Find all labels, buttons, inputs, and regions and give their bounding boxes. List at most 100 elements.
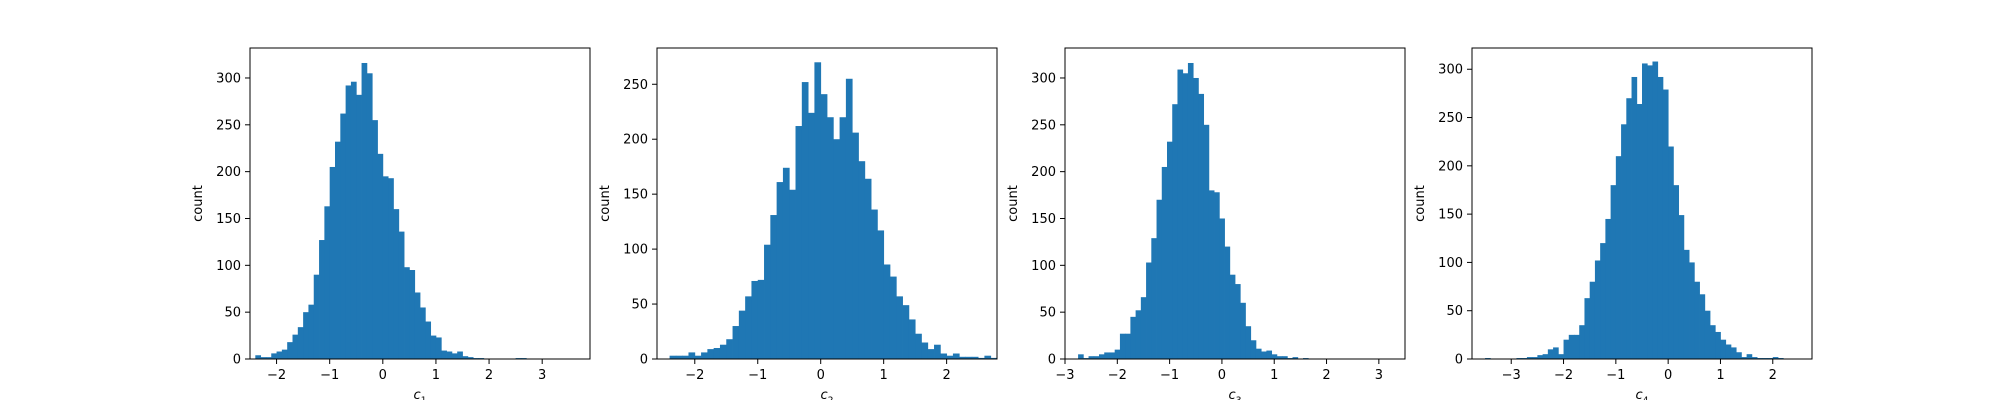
- histogram-bar: [1542, 354, 1549, 359]
- histogram-bar: [1730, 347, 1737, 359]
- histogram-bar: [1261, 351, 1267, 359]
- x-tick-label: 2: [1322, 368, 1330, 383]
- y-tick-label: 300: [1031, 71, 1056, 86]
- x-tick-label: −1: [1160, 368, 1179, 383]
- histogram-bar: [1699, 294, 1706, 359]
- histogram-bar: [1772, 357, 1779, 359]
- y-tick-label: 200: [1031, 165, 1056, 180]
- histogram-bar: [1526, 357, 1533, 359]
- y-axis-label: count: [1006, 185, 1021, 222]
- histogram-bar: [340, 113, 347, 359]
- histogram-bar: [1715, 331, 1721, 359]
- x-tick-label: −2: [1554, 368, 1573, 383]
- histogram-bar: [1584, 298, 1591, 359]
- histogram-bar: [934, 344, 941, 359]
- histogram-bar: [1208, 190, 1215, 359]
- histogram-bar: [1130, 316, 1137, 359]
- histogram-bar: [789, 189, 796, 359]
- histogram-bar: [1574, 334, 1580, 359]
- histogram-bar: [1621, 124, 1627, 359]
- x-tick-label: 0: [1218, 368, 1226, 383]
- histogram-bar: [1657, 76, 1664, 359]
- histogram-bar: [726, 339, 733, 359]
- histogram-bar: [1114, 349, 1121, 359]
- histogram-bar: [467, 357, 474, 359]
- histogram-bar: [1694, 281, 1700, 359]
- histogram-bar: [356, 94, 362, 360]
- histogram-bar: [1093, 356, 1100, 359]
- histogram-bar: [946, 355, 954, 359]
- histogram-bar: [1678, 215, 1685, 359]
- histogram-bar: [770, 215, 778, 359]
- histogram-bar: [1579, 325, 1585, 359]
- y-tick-label: 50: [1446, 304, 1463, 319]
- histogram-bar: [1224, 246, 1231, 359]
- axes-frame: [1064, 47, 1406, 360]
- histogram-bar: [366, 73, 373, 359]
- histogram-bar: [361, 62, 368, 360]
- x-axis-label: c1: [414, 388, 427, 400]
- histogram-bar: [446, 351, 453, 359]
- histogram-bar: [1146, 262, 1152, 359]
- histogram-bar: [281, 349, 288, 359]
- histogram-bar: [1167, 141, 1173, 359]
- histogram-bar: [782, 167, 790, 359]
- histogram-bar: [425, 321, 432, 359]
- x-tick-label: −1: [1606, 368, 1625, 383]
- x-tick-label: 1: [1270, 368, 1278, 383]
- histogram-bar: [308, 304, 315, 359]
- histogram-bar: [1156, 199, 1163, 359]
- histogram-bar: [1088, 356, 1095, 359]
- histogram-bar: [1266, 350, 1273, 359]
- histogram-bar: [372, 120, 378, 359]
- histogram-bar: [1631, 76, 1638, 359]
- histogram-bar: [738, 310, 746, 359]
- histogram-bar: [1198, 93, 1205, 359]
- histogram-bar: [852, 132, 859, 359]
- histogram-bar: [1673, 185, 1680, 359]
- histogram-panel-4: −3 −2 −1 0 1 2 0 50 100 150 200 250 300 c4 count: [1413, 47, 1813, 400]
- histogram-bar: [921, 342, 929, 359]
- histogram-bar: [303, 312, 309, 359]
- histogram-bar: [971, 356, 979, 359]
- y-tick-label: 0: [1455, 353, 1463, 368]
- histogram-bar: [260, 357, 267, 359]
- histogram-bar: [669, 355, 677, 359]
- histogram-bar: [319, 240, 325, 359]
- y-tick-label: 250: [1031, 118, 1056, 133]
- axes-frame: [249, 47, 591, 360]
- histogram-bar: [1652, 61, 1659, 360]
- histogram-bar: [1642, 63, 1648, 359]
- histogram-bar: [462, 356, 469, 359]
- y-tick-label: 300: [216, 71, 241, 86]
- histogram-bar: [1615, 156, 1622, 359]
- y-tick-label: 150: [216, 212, 241, 227]
- y-tick-label: 0: [640, 353, 648, 368]
- x-axis-label: c3: [1229, 388, 1242, 400]
- x-tick-label: −1: [320, 368, 339, 383]
- histogram-bar: [388, 178, 394, 359]
- histogram-bar: [1668, 146, 1674, 359]
- histogram-bar: [883, 264, 891, 359]
- histogram-bar: [398, 231, 405, 359]
- x-tick-label: 3: [538, 368, 546, 383]
- histogram-bar: [833, 139, 840, 359]
- histogram-bar: [1532, 357, 1538, 359]
- histogram-bar: [1683, 249, 1690, 359]
- histogram-bar: [839, 117, 847, 359]
- histogram-bar: [927, 349, 935, 359]
- histogram-bar: [701, 352, 708, 359]
- histogram-bar: [978, 357, 985, 359]
- histogram-bar: [276, 351, 283, 359]
- histogram-bar: [1240, 302, 1246, 359]
- histogram-bar: [745, 296, 752, 359]
- histogram-bar: [808, 112, 815, 359]
- histogram-bar: [451, 353, 458, 359]
- histogram-bar: [965, 356, 973, 359]
- histogram-bar: [1563, 339, 1570, 359]
- histogram-bar: [858, 161, 866, 359]
- y-tick-label: 100: [1031, 259, 1056, 274]
- x-tick-label: 1: [432, 368, 440, 383]
- histogram-bar: [1250, 340, 1257, 359]
- histogram-bar: [713, 348, 721, 359]
